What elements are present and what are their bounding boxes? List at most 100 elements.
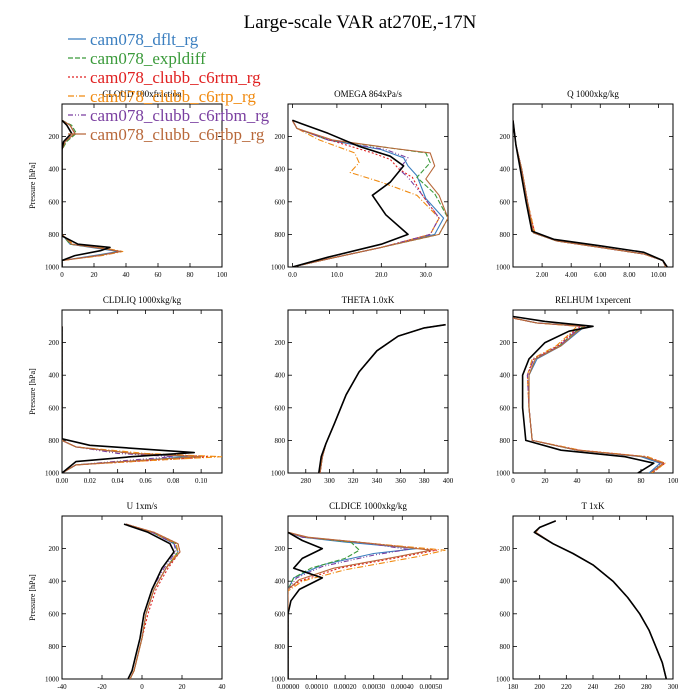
x-tick-label: 0.08 [167,477,180,485]
y-tick-label: 1000 [271,470,286,478]
panel-title: U 1xm/s [127,501,158,511]
x-tick-label: 60 [155,271,163,279]
y-tick-label: 1000 [45,676,60,684]
legend-label: cam078_clubb_c6rtm_rg [90,68,261,87]
x-tick-label: 0 [60,271,64,279]
x-tick-label: -20 [97,683,107,691]
x-tick-label: 380 [419,477,430,485]
y-tick-label: 400 [275,166,286,174]
x-tick-label: 80 [187,271,195,279]
x-tick-label: 280 [641,683,652,691]
y-axis-label: Pressure [hPa] [28,368,37,415]
legend-item: cam078_expldiff [68,49,206,68]
series-line-cam078_clubb_c6rtp_rg [291,120,440,267]
figure-title: Large-scale VAR at270E,-17N [244,12,477,33]
plot-frame [512,515,674,680]
series-line-cam078_clubb_c6rtp_rg [62,326,222,473]
series-line-obs [288,531,324,679]
y-tick-label: 800 [49,231,60,239]
series-line-cam078_clubb_c6rtbp_rg [288,531,432,679]
x-tick-label: 100 [668,477,679,485]
legend-item: cam078_clubb_c6rtm_rg [68,68,261,87]
y-tick-label: 200 [275,339,286,347]
legend-label: cam078_clubb_c6rtp_rg [90,87,256,106]
y-tick-label: 400 [500,166,511,174]
x-tick-label: 2.00 [536,271,549,279]
legend-item: cam078_clubb_c6rtbp_rg [68,125,265,144]
y-tick-label: 800 [275,231,286,239]
series-line-obs [62,326,195,473]
y-tick-label: 1000 [45,264,60,272]
x-tick-label: 20 [179,683,187,691]
y-tick-label: 800 [500,437,511,445]
x-tick-label: 0.04 [112,477,125,485]
y-tick-label: 1000 [496,676,511,684]
x-tick-label: 20 [91,271,99,279]
legend-label: cam078_clubb_c6rtbp_rg [90,125,265,144]
y-tick-label: 1000 [45,470,60,478]
plot-frame [287,515,449,680]
y-tick-label: 600 [500,404,511,412]
panel-title: THETA 1.0xK [342,295,395,305]
series-line-cam078_clubb_c6rtbm_rg [288,531,409,679]
y-tick-label: 600 [500,198,511,206]
y-tick-label: 800 [500,643,511,651]
legend-item: cam078_dflt_rg [68,30,199,49]
series-line-cam078_expldiff [291,120,448,267]
y-tick-label: 600 [500,610,511,618]
series-group [288,531,446,679]
series-line-cam078_clubb_c6rtbm_rg [62,326,174,473]
series-group [291,119,448,267]
x-tick-label: 360 [395,477,406,485]
series-line-cam078_clubb_c6rtbm_rg [291,120,440,267]
x-tick-label: 60 [606,477,614,485]
x-tick-label: 80 [638,477,646,485]
series-line-cam078_clubb_c6rtbp_rg [291,120,448,267]
y-tick-label: 600 [275,404,286,412]
panel-title: CLOUD 100xfraction [102,89,182,99]
y-tick-label: 200 [49,545,60,553]
y-axis-label: Pressure [hPa] [28,162,37,209]
y-tick-label: 400 [275,372,286,380]
x-tick-label: 0 [511,477,515,485]
x-tick-label: 300 [668,683,679,691]
x-tick-label: 0.06 [139,477,152,485]
y-tick-label: 600 [275,198,286,206]
legend-item: cam078_clubb_c6rtbm_rg [68,106,270,125]
y-tick-label: 200 [500,339,511,347]
x-tick-label: 0.00050 [419,683,442,691]
y-tick-label: 400 [49,578,60,586]
x-tick-label: 20 [542,477,550,485]
series-line-cam078_clubb_c6rtbm_rg [513,317,663,473]
legend-label: cam078_clubb_c6rtbm_rg [90,106,270,125]
y-tick-label: 800 [275,643,286,651]
y-tick-label: 1000 [496,264,511,272]
y-tick-label: 400 [500,578,511,586]
legend-label: cam078_dflt_rg [90,30,199,49]
y-tick-label: 200 [275,545,286,553]
series-line-obs [533,520,668,679]
x-tick-label: 0.0 [288,271,297,279]
x-tick-label: 260 [614,683,625,691]
series-line-cam078_clubb_c6rtbm_rg [125,523,177,679]
x-tick-label: 40 [123,271,131,279]
x-tick-label: 320 [348,477,359,485]
series-group [62,119,124,267]
x-tick-label: 0.00000 [277,683,300,691]
x-tick-label: 0.00040 [391,683,414,691]
series-line-obs [318,323,446,473]
series-group [318,323,446,473]
x-tick-label: 340 [372,477,383,485]
series-line-obs [62,119,111,267]
y-tick-label: 400 [49,372,60,380]
y-tick-label: 200 [49,339,60,347]
x-tick-label: 0.00030 [362,683,385,691]
panel-5: THETA 1.0xK 200 400 600 800 1000 280 300 320 340 3… [271,295,454,485]
x-tick-label: 0 [140,683,144,691]
plot-frame [287,103,449,268]
panel-title: RELHUM 1xpercent [555,295,631,305]
panel-4: CLDLIQ 1000xkg/kg Pressure [hPa] 200 400 600… [28,295,223,485]
series-line-cam078_clubb_c6rtm_rg [62,326,216,473]
